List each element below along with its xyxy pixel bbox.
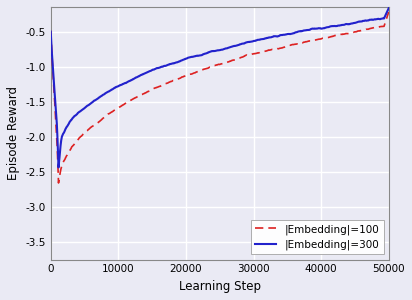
Line: |Embedding|=100: |Embedding|=100 (51, 12, 389, 183)
|Embedding|=300 (312, 27, 317, 30)
|Embedding|=100 (69, 145, 74, 149)
|Embedding|=100 (48, 30, 53, 33)
|Embedding|=300 (117, 83, 122, 87)
|Embedding|=100 (117, 105, 122, 109)
|Embedding|=100 (324, 36, 329, 40)
|Embedding|=100 (347, 32, 352, 35)
Y-axis label: Episode Reward: Episode Reward (7, 86, 20, 180)
|Embedding|=100 (312, 38, 317, 42)
|Embedding|=300 (56, 166, 61, 169)
|Embedding|=300 (386, 6, 391, 10)
|Embedding|=300 (347, 22, 352, 26)
X-axis label: Learning Step: Learning Step (179, 280, 261, 293)
|Embedding|=100 (370, 26, 375, 30)
|Embedding|=300 (324, 26, 329, 29)
|Embedding|=100 (386, 10, 391, 14)
Line: |Embedding|=300: |Embedding|=300 (51, 8, 389, 167)
Legend: |Embedding|=100, |Embedding|=300: |Embedding|=100, |Embedding|=300 (251, 220, 384, 254)
|Embedding|=300 (370, 18, 375, 22)
|Embedding|=300 (69, 118, 74, 121)
|Embedding|=100 (56, 181, 61, 185)
|Embedding|=300 (48, 30, 53, 33)
